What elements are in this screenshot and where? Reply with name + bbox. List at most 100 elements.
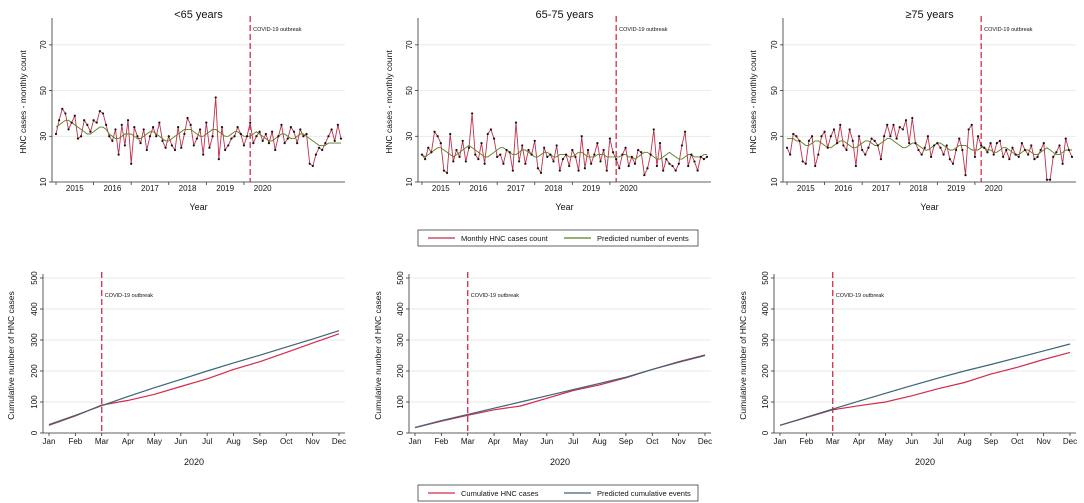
observed-point — [864, 153, 867, 156]
y-tick-label: 500 — [761, 271, 770, 285]
observed-point — [1067, 148, 1070, 152]
observed-point — [461, 139, 464, 142]
x-tick-label: Mar — [826, 437, 840, 446]
observed-point — [854, 164, 858, 168]
observed-point — [139, 142, 142, 145]
observed-point — [630, 155, 633, 158]
observed-point — [804, 162, 807, 165]
y-tick-label: 100 — [30, 395, 39, 409]
y-tick-label: 10 — [405, 177, 414, 186]
observed-point — [702, 158, 705, 161]
observed-point — [807, 139, 811, 142]
observed-point — [95, 121, 98, 124]
observed-point — [1030, 144, 1033, 147]
observed-point — [958, 137, 961, 140]
observed-point — [539, 171, 543, 174]
observed-point — [687, 164, 690, 168]
x-tick-label: 2016 — [469, 184, 487, 193]
x-tick-label: Dec — [1063, 437, 1077, 446]
observed-point — [677, 162, 680, 165]
observed-point — [67, 128, 70, 131]
observed-point — [901, 128, 904, 131]
observed-point — [330, 128, 333, 131]
observed-point — [136, 135, 139, 138]
x-tick-label: Feb — [68, 437, 82, 446]
observed-point — [1020, 142, 1023, 145]
outbreak-label: COVID-19 outbreak — [984, 27, 1033, 33]
observed-point — [571, 148, 574, 152]
observed-point — [920, 153, 923, 156]
observed-point — [662, 169, 665, 172]
observed-point — [624, 146, 627, 149]
observed-point — [611, 151, 615, 154]
observed-point — [305, 132, 308, 136]
observed-point — [615, 158, 618, 161]
observed-point — [976, 135, 980, 138]
y-tick-label: 400 — [396, 302, 405, 316]
legend-top-box — [417, 229, 699, 247]
observed-point — [605, 169, 608, 172]
x-tick-label: 2017 — [872, 184, 890, 193]
observed-point — [123, 144, 127, 147]
observed-point — [705, 155, 709, 158]
observed-point — [1027, 153, 1030, 156]
observed-point — [992, 153, 995, 156]
observed-point — [277, 135, 280, 138]
x-tick-label: Jul — [568, 437, 578, 446]
observed-point — [967, 128, 970, 131]
observed-point — [829, 135, 832, 138]
x-tick-label: Oct — [646, 437, 659, 446]
chart-panel-6: 0 100 200 300 400 500 Jan Feb Mar Apr May Jun Jul Aug… — [738, 271, 1077, 467]
observed-point — [439, 142, 442, 145]
observed-point — [264, 132, 267, 136]
y-tick-label: 0 — [396, 430, 405, 435]
observed-point — [908, 142, 911, 145]
observed-point — [574, 155, 577, 158]
observed-point — [810, 135, 814, 138]
observed-point — [155, 135, 158, 138]
observed-point — [292, 130, 296, 133]
observed-point — [785, 146, 789, 149]
observed-point — [861, 148, 864, 152]
observed-point — [449, 132, 452, 136]
observed-point — [1008, 158, 1011, 161]
observed-line — [779, 351, 1071, 426]
observed-point — [649, 153, 652, 156]
y-tick-label: 10 — [39, 177, 48, 186]
observed-point — [886, 123, 889, 126]
observed-point — [233, 135, 236, 138]
x-tick-label: 2015 — [797, 184, 815, 193]
observed-point — [321, 148, 324, 152]
observed-point — [1061, 162, 1064, 165]
x-tick-label: 2020 — [254, 184, 272, 193]
observed-point — [101, 112, 105, 115]
observed-point — [795, 135, 798, 138]
observed-point — [602, 148, 605, 152]
observed-point — [989, 142, 992, 145]
observed-point — [170, 144, 173, 147]
observed-point — [173, 148, 177, 152]
observed-point — [205, 121, 208, 124]
y-tick-label: 300 — [30, 333, 39, 347]
observed-point — [680, 144, 684, 147]
observed-point — [336, 123, 339, 126]
observed-point — [302, 135, 305, 138]
observed-point — [879, 158, 883, 161]
observed-point — [239, 132, 242, 136]
observed-point — [911, 116, 914, 120]
observed-point — [1001, 155, 1005, 158]
x-tick-label: 2017 — [141, 184, 159, 193]
observed-point — [839, 123, 842, 126]
observed-point — [280, 123, 283, 126]
observed-point — [195, 137, 199, 140]
legend-bottom: Cumulative HNC cases Predicted cumulativ… — [417, 484, 699, 502]
x-tick-label: Jan — [409, 437, 422, 446]
x-tick-label: 2020 — [985, 184, 1003, 193]
observed-point — [458, 155, 461, 158]
observed-point — [995, 142, 998, 145]
y-tick-label: 70 — [770, 40, 779, 49]
observed-point — [117, 153, 120, 156]
observed-point — [327, 135, 330, 138]
x-tick-label: May — [147, 437, 162, 446]
observed-point — [998, 139, 1002, 142]
